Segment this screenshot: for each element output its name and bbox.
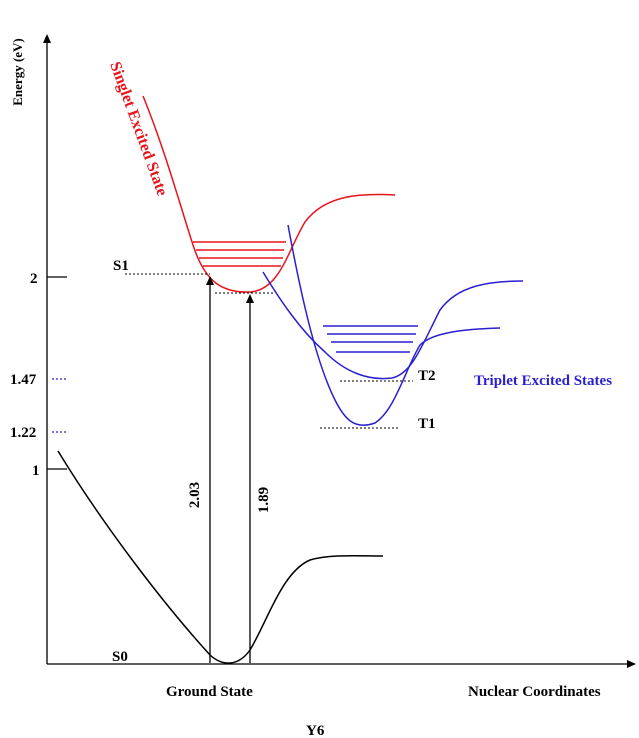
tick-label-1: 1	[32, 463, 40, 479]
emission-energy-label: 1.89	[256, 487, 272, 513]
ground-state-curve	[57, 450, 384, 664]
y-axis-label: Energy (eV)	[10, 38, 25, 106]
molecule-label: Y6	[306, 723, 325, 738]
triplet-t2-curve	[262, 271, 524, 380]
tick-label-1-22: 1.22	[10, 425, 36, 441]
singlet-excited-curve	[142, 95, 396, 293]
triplet-state-label: Triplet Excited States	[474, 373, 612, 389]
s0-label: S0	[112, 649, 128, 665]
tick-label-1-47: 1.47	[10, 372, 37, 388]
s1-label: S1	[113, 258, 129, 274]
singlet-state-label: Singlet Excited State	[106, 60, 170, 199]
tick-label-2: 2	[30, 271, 38, 287]
triplet-t1-curve	[287, 224, 501, 426]
t2-label: T2	[418, 368, 436, 384]
absorption-energy-label: 2.03	[187, 482, 203, 508]
t1-label: T1	[418, 416, 436, 432]
x-axis-label: Nuclear Coordinates	[468, 684, 601, 700]
ground-state-label: Ground State	[166, 684, 253, 700]
